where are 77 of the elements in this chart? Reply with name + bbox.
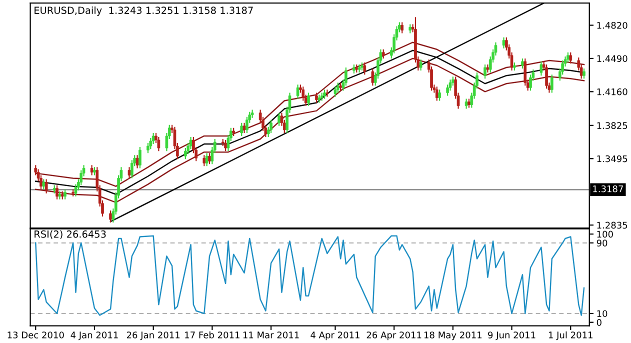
y-tick-label: 100 bbox=[597, 230, 613, 238]
candlestick bbox=[74, 184, 78, 197]
chart-title: RSI(2) 26.6453 bbox=[34, 230, 106, 239]
candlestick bbox=[582, 68, 586, 80]
candlestick bbox=[208, 152, 211, 165]
candlestick bbox=[326, 89, 329, 98]
candlestick bbox=[56, 184, 58, 200]
candlestick bbox=[452, 76, 454, 86]
candlestick bbox=[524, 58, 527, 86]
candlestick bbox=[382, 48, 385, 60]
candlestick bbox=[336, 82, 340, 94]
candlestick bbox=[307, 92, 310, 106]
candlestick bbox=[270, 119, 272, 134]
x-tick-label: 1 Jul 2011 bbox=[548, 331, 592, 340]
candlestick bbox=[205, 152, 208, 167]
candlestick bbox=[448, 79, 452, 92]
candlestick bbox=[157, 136, 160, 152]
candlestick bbox=[242, 122, 246, 134]
candlestick bbox=[344, 66, 348, 86]
candlestick bbox=[521, 58, 524, 70]
x-tick-label: 18 May 2011 bbox=[424, 332, 482, 340]
x-tick-label: 4 Apr 2011 bbox=[310, 332, 360, 340]
candlestick bbox=[149, 137, 152, 150]
candlestick bbox=[438, 89, 441, 102]
candlestick bbox=[202, 154, 206, 167]
candlestick bbox=[44, 178, 48, 194]
candlestick bbox=[464, 98, 468, 110]
y-tick-label: 1.4490 bbox=[597, 55, 628, 62]
y-tick-label: 1.4160 bbox=[597, 88, 628, 96]
candlestick bbox=[545, 64, 548, 90]
candlestick bbox=[419, 58, 422, 72]
candlestick bbox=[189, 136, 192, 150]
candlestick bbox=[42, 178, 46, 190]
ref-line-label: 1.3187 bbox=[593, 185, 623, 192]
candlestick bbox=[569, 52, 572, 64]
candlestick bbox=[435, 86, 438, 102]
candlestick bbox=[408, 24, 412, 34]
y-tick-label: 1.2835 bbox=[597, 222, 628, 229]
candlestick bbox=[224, 139, 227, 152]
x-tick-label: 4 Jan 2011 bbox=[70, 332, 118, 340]
x-tick-label: 11 Mar 2011 bbox=[243, 332, 299, 338]
candlestick bbox=[109, 210, 112, 224]
candlestick bbox=[334, 86, 337, 98]
candlestick bbox=[128, 166, 131, 179]
candlestick bbox=[90, 164, 94, 176]
candlestick bbox=[371, 68, 374, 86]
candlestick bbox=[468, 98, 470, 108]
chart-title: EURUSD,Daily 1.3243 1.3251 1.3158 1.3187 bbox=[34, 6, 253, 16]
y-tick-label: 1.3825 bbox=[597, 122, 628, 129]
candlestick bbox=[352, 64, 356, 74]
candlestick bbox=[550, 74, 554, 94]
x-tick-label: 13 Dec 2010 bbox=[8, 332, 64, 338]
candlestick bbox=[315, 92, 318, 104]
candlestick bbox=[58, 190, 62, 200]
y-tick-label: 1.4820 bbox=[597, 22, 628, 29]
candlestick bbox=[502, 36, 506, 49]
candlestick bbox=[540, 60, 543, 76]
candlestick bbox=[246, 116, 248, 134]
candlestick bbox=[146, 142, 150, 154]
candlestick bbox=[138, 146, 142, 169]
candlestick bbox=[323, 89, 326, 100]
y-tick-label: 1.3495 bbox=[597, 155, 628, 162]
y-tick-label: 90 bbox=[596, 240, 608, 246]
candlestick bbox=[400, 22, 404, 34]
candlestick bbox=[363, 62, 366, 76]
x-tick-label: 26 Apr 2011 bbox=[366, 332, 422, 340]
y-tick-label: 10 bbox=[597, 310, 608, 318]
candlestick bbox=[64, 188, 66, 200]
x-tick-label: 26 Jan 2011 bbox=[126, 332, 180, 340]
x-tick-label: 9 Jun 2011 bbox=[488, 332, 536, 340]
candlestick bbox=[152, 132, 155, 145]
candlestick bbox=[566, 52, 570, 64]
candlestick bbox=[296, 84, 300, 100]
candlestick bbox=[240, 122, 244, 137]
x-tick-label: 17 Feb 2011 bbox=[185, 331, 240, 338]
candlestick bbox=[484, 64, 486, 80]
y-tick-label: 0 bbox=[596, 319, 602, 326]
